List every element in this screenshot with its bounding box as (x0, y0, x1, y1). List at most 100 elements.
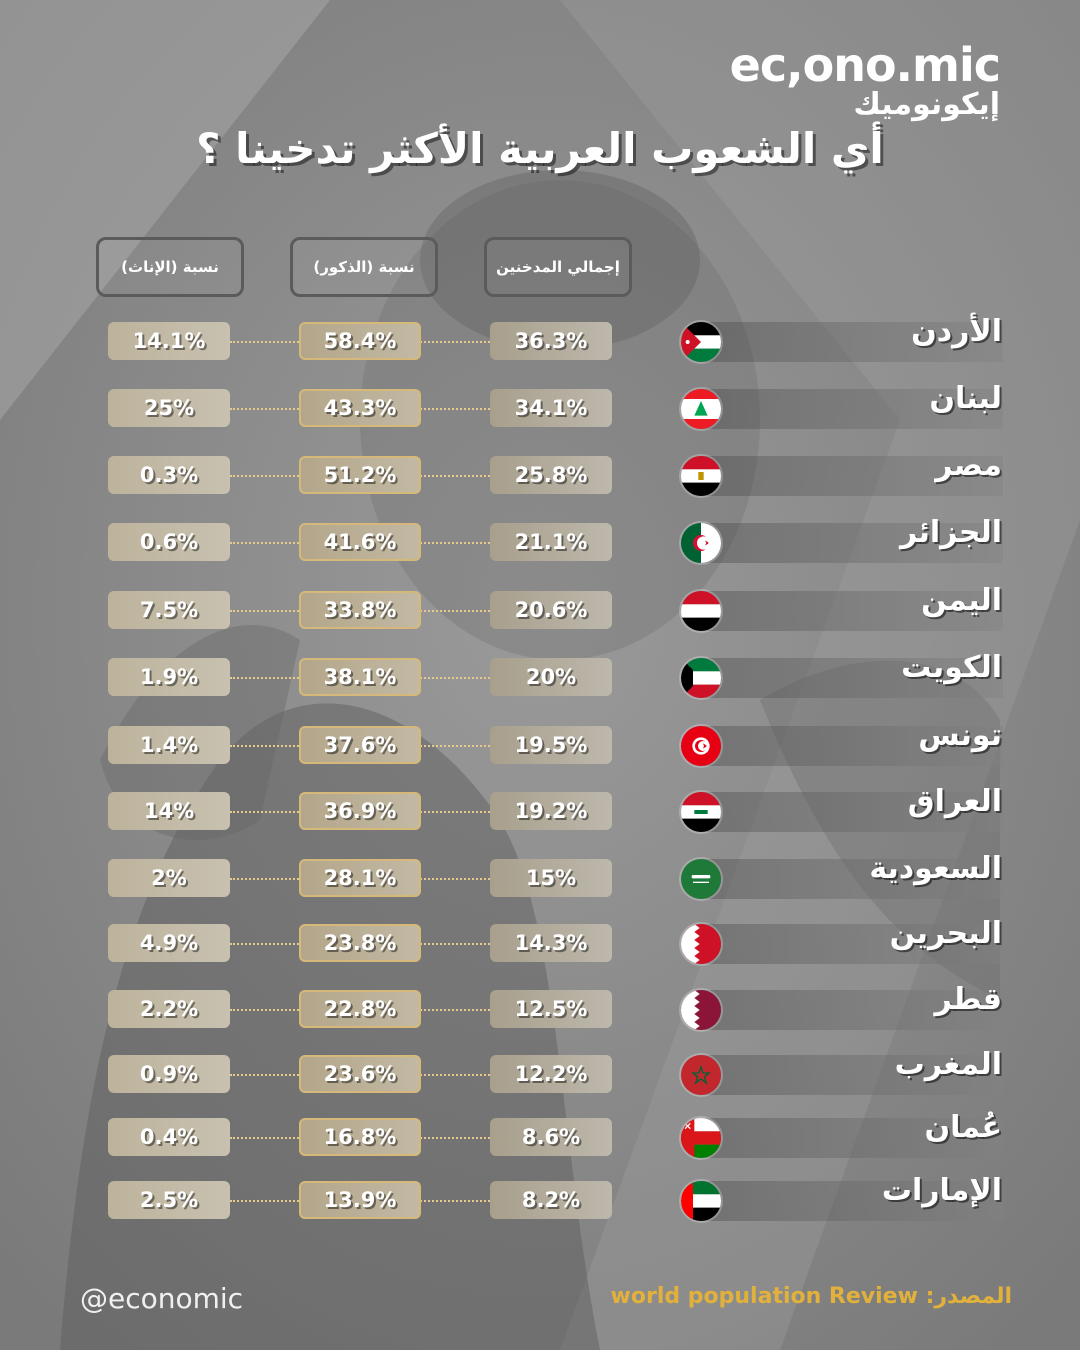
row-connector (420, 878, 490, 880)
chart-title: أي الشعوب العربية الأكثر تدخينا ؟ (196, 124, 884, 173)
country-name: قطر (934, 982, 1002, 1017)
total-smokers-cell: 15% (490, 859, 612, 897)
country-name: اليمن (921, 583, 1002, 618)
country-bar (700, 726, 1003, 766)
row-connector (420, 542, 490, 544)
female-percent-cell: 0.4% (108, 1118, 230, 1156)
country-bar (700, 322, 1003, 362)
male-percent-cell: 28.1% (299, 859, 421, 897)
country-name: لبنان (929, 381, 1002, 416)
iraq-flag-icon (679, 790, 723, 834)
female-percent-cell: 2% (108, 859, 230, 897)
male-percent-cell: 33.8% (299, 591, 421, 629)
row-connector (420, 811, 490, 813)
algeria-flag-icon (679, 521, 723, 565)
male-percent-cell: 58.4% (299, 322, 421, 360)
female-percent-cell: 14.1% (108, 322, 230, 360)
country-bar (700, 658, 1003, 698)
male-percent-cell: 16.8% (299, 1118, 421, 1156)
table-row: المغرب 12.2% 23.6% 0.9% (0, 1047, 1080, 1097)
total-smokers-cell: 25.8% (490, 456, 612, 494)
country-name: مصر (935, 448, 1002, 483)
male-percent-cell: 38.1% (299, 658, 421, 696)
row-connector (420, 1074, 490, 1076)
row-connector (230, 1137, 299, 1139)
female-percent-cell: 1.4% (108, 726, 230, 764)
male-percent-cell: 36.9% (299, 792, 421, 830)
row-connector (230, 745, 299, 747)
country-bar (700, 591, 1003, 631)
female-percent-cell: 1.9% (108, 658, 230, 696)
row-connector (420, 745, 490, 747)
total-smokers-cell: 20.6% (490, 591, 612, 629)
total-smokers-cell: 36.3% (490, 322, 612, 360)
country-name: المغرب (894, 1047, 1002, 1082)
total-smokers-cell: 19.5% (490, 726, 612, 764)
male-percent-cell: 22.8% (299, 990, 421, 1028)
female-percent-cell: 7.5% (108, 591, 230, 629)
total-smokers-cell: 34.1% (490, 389, 612, 427)
table-row: الإمارات 8.2% 13.9% 2.5% (0, 1173, 1080, 1223)
kuwait-flag-icon (679, 656, 723, 700)
country-name: البحرين (889, 916, 1002, 951)
country-bar (700, 1181, 1003, 1221)
row-connector (230, 878, 299, 880)
country-name: الأردن (911, 314, 1002, 349)
row-connector (420, 1200, 490, 1202)
table-row: عُمان 8.6% 16.8% 0.4% (0, 1110, 1080, 1160)
column-header-total: إجمالي المدخنين (484, 237, 632, 297)
row-connector (420, 610, 490, 612)
table-row: البحرين 14.3% 23.8% 4.9% (0, 916, 1080, 966)
male-percent-cell: 23.6% (299, 1055, 421, 1093)
table-row: الأردن 36.3% 58.4% 14.1% (0, 314, 1080, 364)
row-connector (230, 341, 299, 343)
tunisia-flag-icon (679, 724, 723, 768)
female-percent-cell: 2.2% (108, 990, 230, 1028)
brand-name-en: ec,ono.mic (729, 38, 1001, 92)
row-connector (420, 1009, 490, 1011)
country-bar (700, 924, 1003, 964)
table-row: الجزائر 21.1% 41.6% 0.6% (0, 515, 1080, 565)
lebanon-flag-icon (679, 387, 723, 431)
male-percent-cell: 43.3% (299, 389, 421, 427)
female-percent-cell: 0.3% (108, 456, 230, 494)
row-connector (230, 408, 299, 410)
row-connector (230, 475, 299, 477)
total-smokers-cell: 20% (490, 658, 612, 696)
male-percent-cell: 23.8% (299, 924, 421, 962)
total-smokers-cell: 14.3% (490, 924, 612, 962)
row-connector (230, 1074, 299, 1076)
table-row: الكويت 20% 38.1% 1.9% (0, 650, 1080, 700)
country-name: العراق (907, 784, 1002, 819)
row-connector (230, 1200, 299, 1202)
table-row: السعودية 15% 28.1% 2% (0, 851, 1080, 901)
male-percent-cell: 51.2% (299, 456, 421, 494)
total-smokers-cell: 12.5% (490, 990, 612, 1028)
country-bar (700, 1118, 1003, 1158)
total-smokers-cell: 19.2% (490, 792, 612, 830)
table-row: مصر 25.8% 51.2% 0.3% (0, 448, 1080, 498)
saudi-flag-icon (679, 857, 723, 901)
total-smokers-cell: 21.1% (490, 523, 612, 561)
row-connector (420, 1137, 490, 1139)
uae-flag-icon (679, 1179, 723, 1223)
country-bar (700, 456, 1003, 496)
country-name: الجزائر (899, 515, 1002, 550)
country-name: تونس (918, 718, 1002, 753)
table-row: اليمن 20.6% 33.8% 7.5% (0, 583, 1080, 633)
row-connector (420, 943, 490, 945)
morocco-flag-icon (679, 1053, 723, 1097)
total-smokers-cell: 8.2% (490, 1181, 612, 1219)
brand-name-ar: إيكونوميك (853, 87, 1000, 122)
table-row: قطر 12.5% 22.8% 2.2% (0, 982, 1080, 1032)
female-percent-cell: 14% (108, 792, 230, 830)
table-row: العراق 19.2% 36.9% 14% (0, 784, 1080, 834)
country-name: الكويت (901, 650, 1002, 685)
country-bar (700, 523, 1003, 563)
male-percent-cell: 13.9% (299, 1181, 421, 1219)
social-handle: @economic (80, 1282, 244, 1315)
country-name: الإمارات (881, 1173, 1002, 1208)
row-connector (420, 341, 490, 343)
brand-logo: ec,ono.mic إيكونوميك (729, 38, 1001, 122)
row-connector (230, 542, 299, 544)
